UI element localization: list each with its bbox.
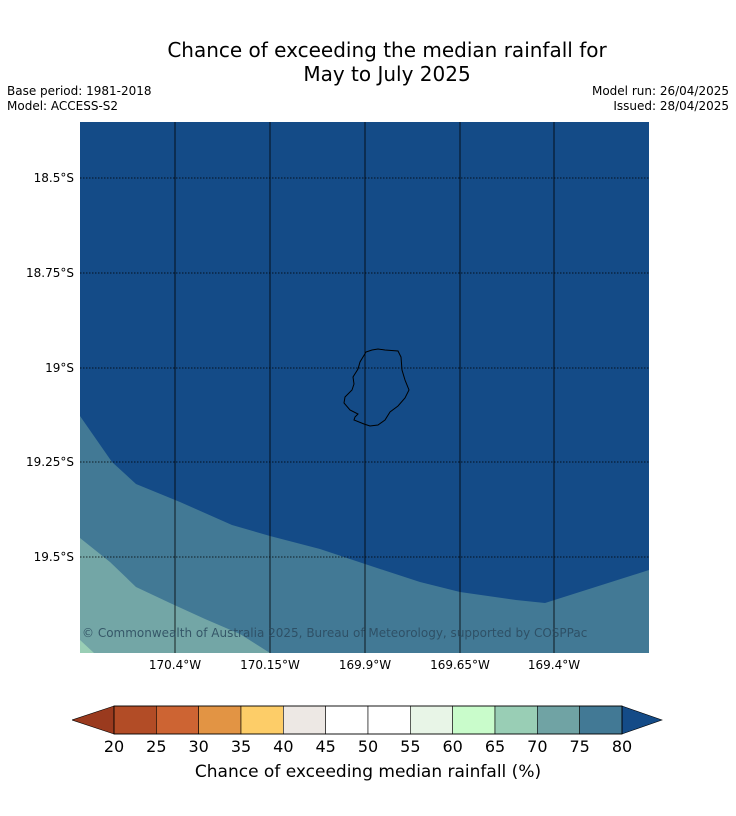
lat-label-19: 19°S bbox=[45, 361, 74, 375]
colorbar-tick-20: 20 bbox=[103, 737, 125, 756]
colorbar-segment-45-50 bbox=[325, 705, 369, 735]
colorbar-segment-30-35 bbox=[198, 705, 242, 735]
colorbar-title: Chance of exceeding median rainfall (%) bbox=[194, 762, 542, 782]
colorbar-segment-40-45 bbox=[283, 705, 326, 735]
lon-label-169-4: 169.4°W bbox=[527, 658, 581, 672]
region-75-80 bbox=[80, 416, 649, 653]
colorbar-over-arrow bbox=[621, 705, 663, 735]
colorbar-tick-80: 80 bbox=[611, 737, 633, 756]
colorbar-tick-50: 50 bbox=[357, 737, 379, 756]
colorbar-outline bbox=[113, 705, 623, 735]
colorbar-segment-50-55 bbox=[367, 705, 411, 735]
lat-label-18-75: 18.75°S bbox=[26, 266, 74, 280]
colorbar bbox=[72, 705, 663, 735]
lon-label-169-9: 169.9°W bbox=[338, 658, 392, 672]
colorbar-tick-75: 75 bbox=[569, 737, 590, 756]
region-65-70 bbox=[80, 640, 94, 653]
model-name: Model: ACCESS-S2 bbox=[7, 99, 119, 113]
title-line-2: May to July 2025 bbox=[303, 62, 471, 86]
region-70-75 bbox=[80, 538, 270, 653]
colorbar-segment-70-75 bbox=[537, 705, 580, 735]
colorbar-segment-20-25 bbox=[113, 705, 157, 735]
colorbar-under-arrow bbox=[72, 705, 115, 735]
colorbar-tick-60: 60 bbox=[442, 737, 463, 756]
colorbar-segment-35-40 bbox=[240, 705, 284, 735]
colorbar-tick-25: 25 bbox=[146, 737, 167, 756]
colorbar-tick-35: 35 bbox=[230, 737, 252, 756]
model-run: Model run: 26/04/2025 bbox=[591, 84, 729, 98]
colorbar-segment-25-30 bbox=[156, 705, 199, 735]
meta-right: Model run: 26/04/2025 Issued: 28/04/2025 bbox=[592, 84, 729, 114]
lon-label-169-65: 169.65°W bbox=[430, 658, 490, 672]
map-canvas bbox=[80, 122, 649, 653]
colorbar-segment-60-65 bbox=[452, 705, 496, 735]
meta-left: Base period: 1981-2018 Model: ACCESS-S2 bbox=[7, 84, 152, 114]
graticule bbox=[80, 122, 649, 653]
colorbar-tick-70: 70 bbox=[527, 737, 548, 756]
colorbar-segment-55-60 bbox=[410, 705, 453, 735]
lat-label-19-25: 19.25°S bbox=[26, 455, 74, 469]
title-line-1: Chance of exceeding the median rainfall … bbox=[167, 38, 607, 62]
colorbar-segment-75-80 bbox=[579, 705, 623, 735]
colorbar-segments bbox=[113, 705, 623, 735]
lat-label-18-5: 18.5°S bbox=[33, 171, 74, 185]
island-coastline bbox=[343, 348, 410, 427]
colorbar-tick-40: 40 bbox=[273, 737, 294, 756]
colorbar-tick-65: 65 bbox=[484, 737, 506, 756]
colorbar-tick-55: 55 bbox=[400, 737, 421, 756]
map-area bbox=[80, 122, 649, 653]
lon-label-170-15: 170.15°W bbox=[240, 658, 300, 672]
colorbar-segment-65-70 bbox=[494, 705, 538, 735]
colorbar-tick-30: 30 bbox=[188, 737, 209, 756]
issued-date: Issued: 28/04/2025 bbox=[613, 99, 729, 113]
lon-label-170-4: 170.4°W bbox=[148, 658, 202, 672]
lat-label-19-5: 19.5°S bbox=[33, 550, 74, 564]
base-period: Base period: 1981-2018 bbox=[7, 84, 152, 98]
map-title: Chance of exceeding the median rainfall … bbox=[0, 38, 736, 86]
colorbar-tick-45: 45 bbox=[315, 737, 336, 756]
copyright-notice: © Commonwealth of Australia 2025, Bureau… bbox=[82, 626, 588, 640]
